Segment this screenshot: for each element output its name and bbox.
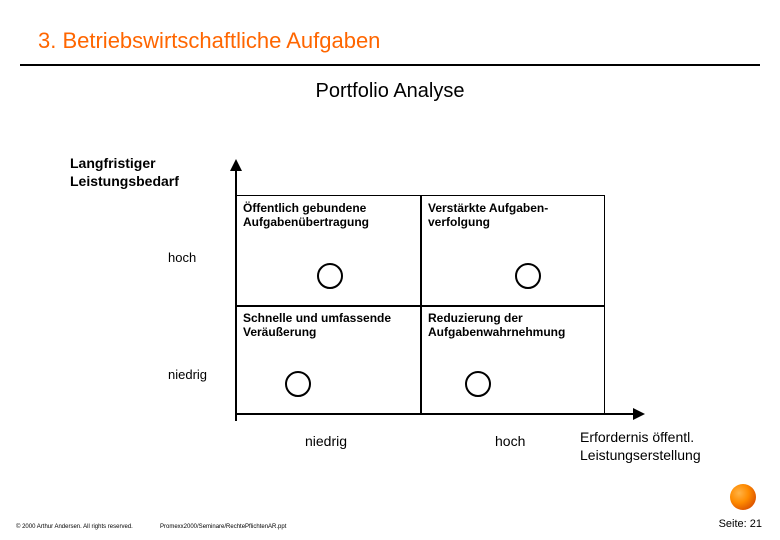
y-tick-low: niedrig bbox=[168, 367, 207, 382]
x-tick-low: niedrig bbox=[305, 433, 347, 449]
quadrant-bottom-left: Schnelle und umfassende Veräußerung bbox=[235, 305, 420, 415]
x-axis-label: Erfordernis öffentl. Leistungserstellung bbox=[580, 429, 701, 464]
quadrant-bottom-right: Reduzierung der Aufgabenwahrnehmung bbox=[420, 305, 605, 415]
q-tl-line2: Aufgabenübertragung bbox=[243, 215, 369, 229]
y-tick-high: hoch bbox=[168, 250, 196, 265]
quadrant-top-left-label: Öffentlich gebundene Aufgabenübertragung bbox=[243, 201, 412, 230]
quadrant-top-right-label: Verstärkte Aufgaben- verfolgung bbox=[428, 201, 597, 230]
circle-marker-tl bbox=[317, 263, 343, 289]
x-axis-label-line1: Erfordernis öffentl. bbox=[580, 429, 694, 445]
copyright-text: © 2000 Arthur Andersen. All rights reser… bbox=[16, 524, 133, 530]
matrix-grid: Öffentlich gebundene Aufgabenübertragung… bbox=[235, 195, 605, 415]
y-axis-label-line1: Langfristiger bbox=[70, 155, 156, 171]
q-tl-line1: Öffentlich gebundene bbox=[243, 201, 366, 215]
circle-marker-bl bbox=[285, 371, 311, 397]
quadrant-bottom-right-label: Reduzierung der Aufgabenwahrnehmung bbox=[428, 311, 597, 340]
slide-title: 3. Betriebswirtschaftliche Aufgaben bbox=[0, 0, 780, 64]
circle-marker-br bbox=[465, 371, 491, 397]
q-bl-line1: Schnelle und umfassende bbox=[243, 311, 391, 325]
quadrant-bottom-left-label: Schnelle und umfassende Veräußerung bbox=[243, 311, 412, 340]
q-tr-line1: Verstärkte Aufgaben- bbox=[428, 201, 548, 215]
slide-footer: © 2000 Arthur Andersen. All rights reser… bbox=[0, 508, 780, 540]
x-axis-label-line2: Leistungserstellung bbox=[580, 447, 701, 463]
x-tick-high: hoch bbox=[495, 433, 525, 449]
q-br-line2: Aufgabenwahrnehmung bbox=[428, 325, 565, 339]
page-number: Seite: 21 bbox=[719, 518, 762, 530]
portfolio-matrix-diagram: Langfristiger Leistungsbedarf hoch niedr… bbox=[60, 145, 720, 475]
y-axis-label: Langfristiger Leistungsbedarf bbox=[70, 155, 179, 190]
y-axis-label-line2: Leistungsbedarf bbox=[70, 173, 179, 189]
slide-subtitle: Portfolio Analyse bbox=[0, 66, 780, 111]
x-axis-arrow-icon bbox=[633, 408, 645, 420]
brand-logo-icon bbox=[730, 484, 756, 510]
q-br-line1: Reduzierung der bbox=[428, 311, 523, 325]
y-axis-arrow-icon bbox=[230, 159, 242, 171]
quadrant-top-right: Verstärkte Aufgaben- verfolgung bbox=[420, 195, 605, 305]
circle-marker-tr bbox=[515, 263, 541, 289]
q-tr-line2: verfolgung bbox=[428, 215, 490, 229]
file-path-text: Promexx2000/Seminare/RechtePflichtenAR.p… bbox=[160, 524, 286, 530]
q-bl-line2: Veräußerung bbox=[243, 325, 316, 339]
